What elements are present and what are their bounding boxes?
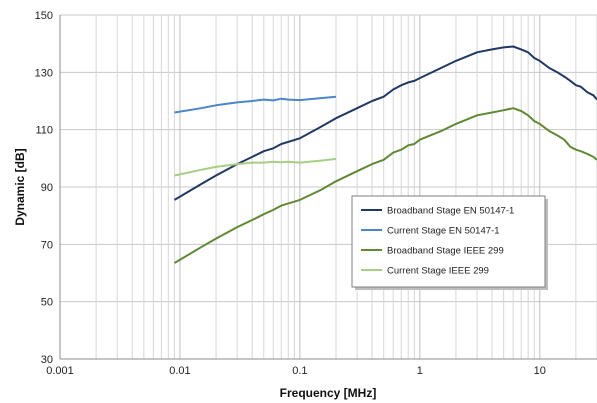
series-line-2 [174, 95, 337, 114]
x-tick-label: 0.1 [292, 365, 307, 377]
legend-label: Broadband Stage EN 50147-1 [387, 206, 514, 217]
legend-label: Broadband Stage IEEE 299 [387, 246, 504, 257]
x-axis-tick-labels: 0.001 0.01 0.1 1 10 [46, 365, 546, 377]
y-tick-label: 30 [41, 354, 53, 366]
y-tick-label: 70 [41, 239, 53, 251]
series-line-3 [173, 107, 597, 264]
y-tick-label: 150 [35, 10, 53, 22]
y-tick-label: 110 [35, 125, 53, 137]
y-axis-title: Dynamic [dB] [13, 148, 27, 225]
x-tick-label: 1 [417, 365, 423, 377]
grid-lines [59, 14, 597, 360]
legend-label: Current Stage IEEE 299 [387, 266, 489, 277]
x-tick-label: 0.01 [169, 365, 190, 377]
y-axis-tick-labels: 30 50 70 90 110 130 150 [35, 10, 53, 366]
legend-box [351, 195, 546, 288]
x-tick-label: 0.001 [46, 365, 74, 377]
series-line-4 [174, 157, 337, 177]
x-tick-label: 10 [534, 365, 546, 377]
y-tick-label: 50 [41, 297, 53, 309]
legend-label: Current Stage EN 50147-1 [387, 226, 499, 237]
legend: Broadband Stage EN 50147-1 Current Stage … [351, 195, 548, 290]
y-tick-label: 90 [41, 182, 53, 194]
series-lines [173, 45, 597, 264]
x-axis-title: Frequency [MHz] [280, 386, 377, 400]
y-tick-label: 130 [35, 67, 53, 79]
series-line-1 [173, 45, 597, 201]
